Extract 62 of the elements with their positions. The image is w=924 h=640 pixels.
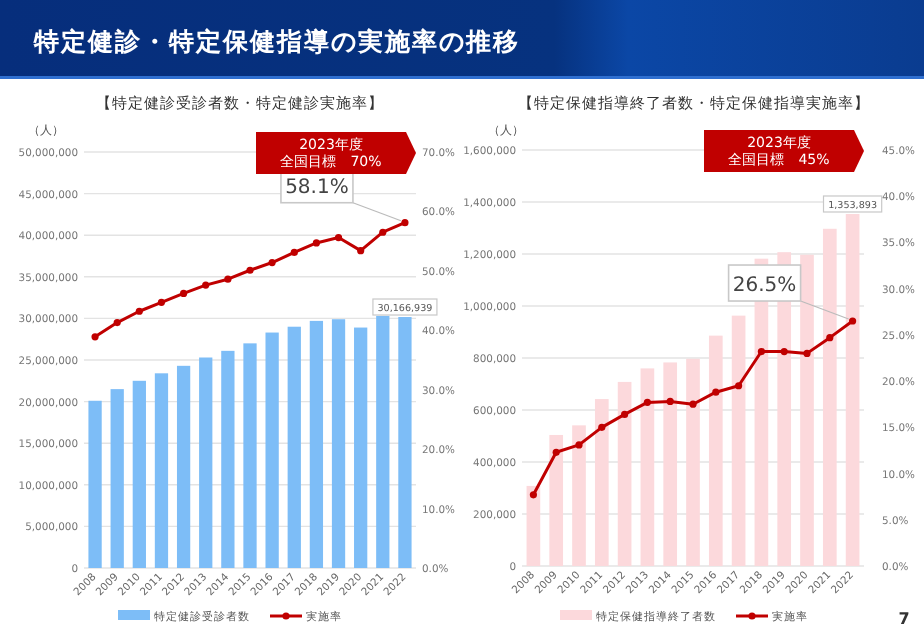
bar xyxy=(243,343,257,568)
bar xyxy=(88,400,102,568)
point xyxy=(224,275,232,283)
point xyxy=(180,289,188,298)
bar xyxy=(708,335,723,566)
bar xyxy=(110,389,124,568)
bar xyxy=(686,358,700,566)
bar xyxy=(572,425,586,566)
point xyxy=(357,247,365,255)
bar xyxy=(132,380,146,568)
bar xyxy=(176,365,191,568)
point xyxy=(290,248,298,257)
point xyxy=(113,318,121,327)
bar xyxy=(640,368,655,566)
point xyxy=(529,491,537,499)
bar xyxy=(265,332,279,568)
bar xyxy=(199,357,213,568)
point xyxy=(312,239,320,247)
point xyxy=(135,307,143,315)
point xyxy=(689,400,697,408)
point xyxy=(401,219,409,227)
point xyxy=(575,441,583,449)
bar xyxy=(845,213,860,566)
bar xyxy=(731,315,746,566)
bar xyxy=(354,327,368,568)
bar xyxy=(309,320,324,568)
bar xyxy=(663,362,678,566)
point xyxy=(268,258,276,267)
point xyxy=(735,382,743,390)
point xyxy=(202,281,210,289)
bar xyxy=(398,317,412,568)
point xyxy=(552,448,560,456)
point xyxy=(666,397,674,406)
bar xyxy=(287,326,301,568)
bar xyxy=(154,373,169,568)
bar xyxy=(822,228,837,566)
point xyxy=(780,347,788,356)
point xyxy=(826,334,834,342)
bar xyxy=(376,315,390,568)
bar xyxy=(594,399,609,566)
bar xyxy=(331,319,346,568)
point xyxy=(246,266,254,274)
data-label: 26.5% xyxy=(732,275,797,298)
point xyxy=(91,333,99,341)
point xyxy=(803,349,811,357)
point xyxy=(379,228,387,236)
text: 7 xyxy=(898,610,910,628)
text: 特定健診・特定保健指導の実施率の推移 xyxy=(32,26,520,56)
point xyxy=(712,388,720,396)
bar xyxy=(800,254,814,566)
bar xyxy=(549,434,564,566)
data-label: 58.1% xyxy=(285,176,349,199)
point xyxy=(757,347,765,356)
bar xyxy=(526,485,541,566)
point xyxy=(849,317,857,325)
bar xyxy=(221,350,235,568)
point xyxy=(598,423,606,431)
point xyxy=(157,298,166,306)
bar xyxy=(617,381,632,566)
point xyxy=(334,233,343,242)
point xyxy=(643,398,651,406)
point xyxy=(621,410,629,418)
